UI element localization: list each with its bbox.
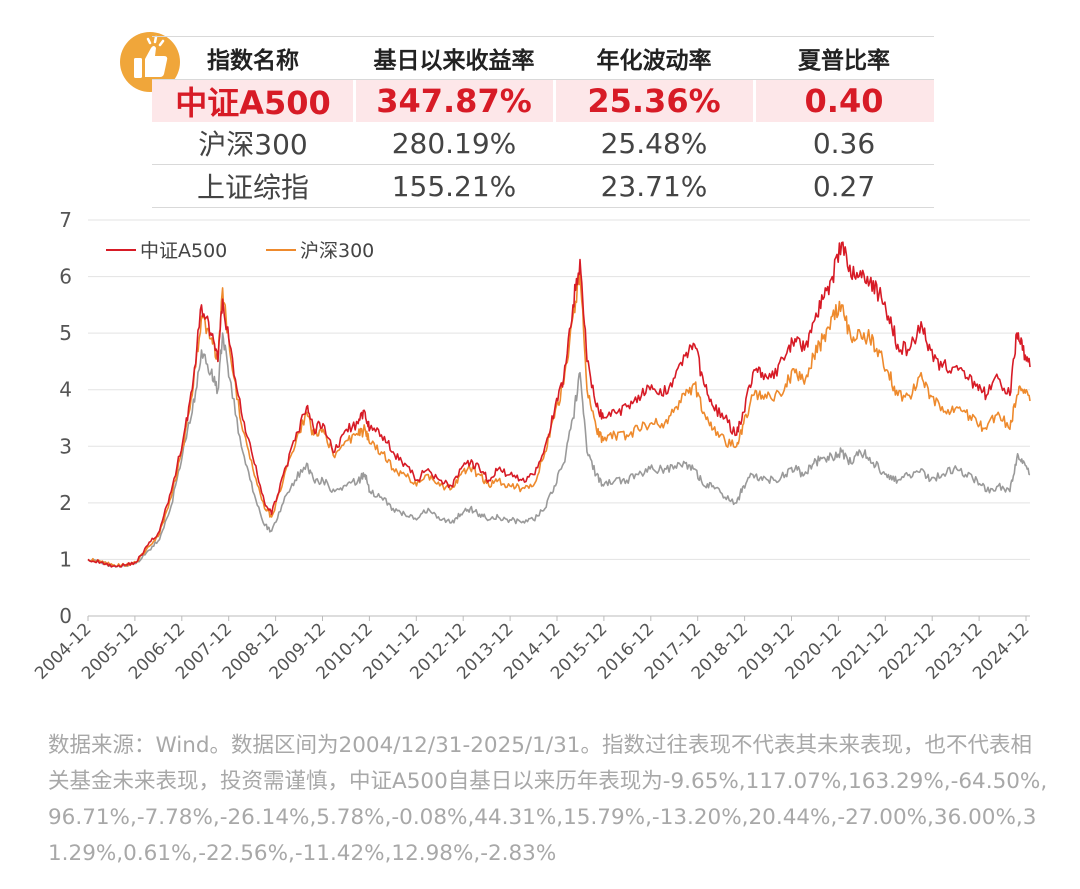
stats-table: 指数名称 基日以来收益率 年化波动率 夏普比率 中证A500 347.87% 2…: [152, 36, 934, 208]
y-tick-label: 1: [59, 547, 72, 571]
row-name: 沪深300: [198, 128, 308, 161]
row-name: 上证综指: [196, 171, 309, 204]
row-name: 中证A500: [175, 84, 331, 122]
x-axis: 2004-122005-122006-122007-122008-122009-…: [31, 615, 1034, 684]
table-row: 沪深300 280.19% 25.48% 0.36: [152, 122, 934, 165]
y-tick-label: 0: [59, 604, 72, 628]
row-sharpe: 0.27: [812, 169, 876, 203]
row-volatility: 25.36%: [587, 82, 721, 120]
y-tick-label: 5: [59, 321, 72, 345]
row-sharpe: 0.36: [812, 126, 876, 160]
line-chart: 0 1 2 3 4 5 6 7 2004-122005-122006-122007-12200…: [31, 208, 1034, 684]
table-row: 上证综指 155.21% 23.71% 0.27: [152, 165, 934, 208]
series-line: [87, 332, 1031, 568]
table-row-highlight: 中证A500 347.87% 25.36% 0.40: [152, 80, 934, 122]
header-volatility: 年化波动率: [596, 48, 712, 74]
row-sharpe: 0.40: [804, 82, 884, 120]
series-line: [87, 270, 1031, 568]
chart-grid: [88, 219, 1030, 617]
series-line: [87, 241, 1031, 568]
header-index-name: 指数名称: [207, 48, 299, 74]
y-tick-label: 2: [59, 491, 72, 515]
header-return: 基日以来收益率: [373, 48, 535, 74]
header-sharpe: 夏普比率: [798, 48, 890, 74]
source-footnote: 数据来源：Wind。数据区间为2004/12/31-2025/1/31。指数过往…: [48, 733, 1048, 866]
row-volatility: 23.71%: [600, 169, 708, 203]
y-tick-label: 4: [59, 378, 72, 402]
chart-legend: 中证A500 沪深300: [106, 240, 374, 262]
row-return: 280.19%: [391, 126, 517, 160]
chart-series: [87, 241, 1031, 568]
row-return: 155.21%: [391, 169, 517, 203]
legend-label: 中证A500: [140, 240, 227, 262]
legend-label: 沪深300: [300, 240, 374, 262]
row-volatility: 25.48%: [600, 126, 708, 160]
row-return: 347.87%: [376, 82, 532, 120]
y-axis: 0 1 2 3 4 5 6 7: [59, 208, 72, 628]
table-header-row: 指数名称 基日以来收益率 年化波动率 夏普比率: [152, 36, 934, 80]
y-tick-label: 7: [59, 208, 72, 232]
y-tick-label: 6: [59, 265, 72, 289]
y-tick-label: 3: [59, 434, 72, 458]
